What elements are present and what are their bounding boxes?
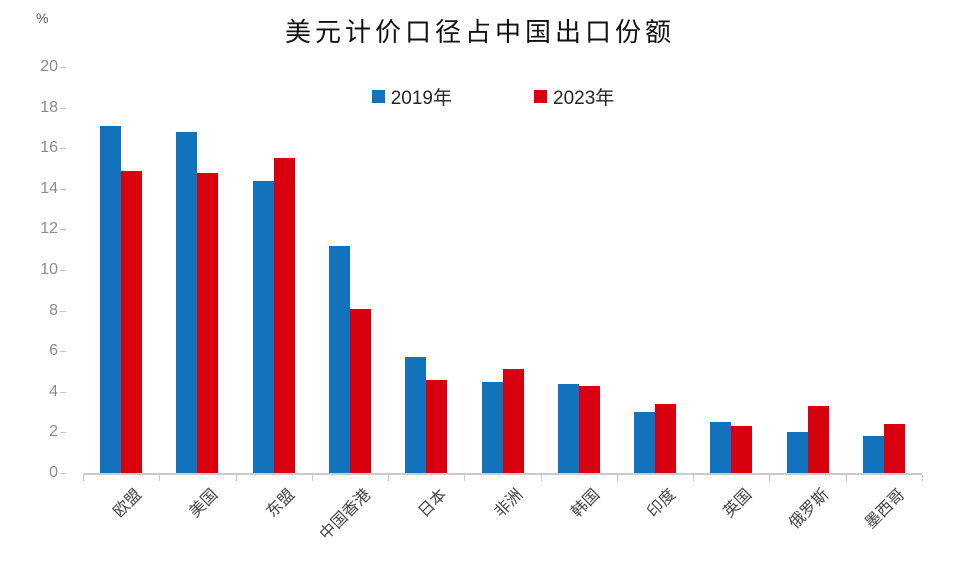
bar-series0-cat2: [252, 180, 274, 473]
bar-series1-cat9: [807, 406, 829, 473]
bar-series0-cat5: [481, 381, 503, 473]
category-label: 中国香港: [316, 486, 375, 544]
y-tick-label: 14: [40, 179, 58, 197]
y-tick-mark: [60, 188, 66, 190]
category-label: 美国: [187, 486, 222, 521]
category-label: 墨西哥: [862, 486, 909, 533]
bar-series1-cat0: [121, 170, 143, 473]
y-tick-label: 2: [49, 423, 58, 441]
x-tick-mark: [922, 475, 923, 481]
category-label: 日本: [415, 486, 451, 521]
bar-series0-cat9: [786, 432, 808, 473]
y-tick-mark: [60, 473, 66, 474]
bar-series1-cat1: [197, 172, 219, 473]
bar-series0-cat1: [176, 131, 198, 473]
y-tick-label: 12: [40, 220, 58, 238]
x-tick-mark: [464, 475, 466, 481]
x-tick-mark: [616, 475, 618, 481]
x-tick-mark: [693, 475, 695, 481]
category-label: 印度: [644, 486, 680, 521]
bar-series1-cat2: [273, 158, 295, 473]
bar-series0-cat3: [328, 245, 350, 473]
x-tick-mark: [159, 475, 161, 481]
bar-series1-cat4: [426, 379, 448, 473]
legend-swatch-icon: [534, 90, 547, 103]
bar-series1-cat8: [731, 426, 753, 473]
x-tick-mark: [388, 475, 390, 481]
y-tick-label: 18: [40, 98, 58, 116]
y-tick-label: 10: [40, 261, 58, 278]
chart-title: 美元计价口径占中国出口份额: [284, 18, 675, 47]
category-label: 东盟: [263, 486, 298, 521]
legend-swatch-icon: [371, 90, 385, 103]
category-label: 韩国: [568, 486, 604, 521]
x-tick-mark: [769, 475, 771, 481]
category-label: 俄罗斯: [785, 486, 832, 533]
y-tick-mark: [60, 270, 66, 271]
legend-item-0: 2019年: [371, 83, 452, 110]
bar-series0-cat10: [862, 436, 884, 473]
x-tick-mark: [235, 475, 237, 481]
category-label: 欧盟: [110, 486, 146, 521]
legend-item-1: 2023年: [534, 83, 614, 110]
bar-series1-cat3: [349, 308, 371, 473]
bar-series0-cat8: [710, 422, 732, 473]
x-tick-mark: [845, 475, 847, 481]
bar-series1-cat5: [502, 369, 524, 473]
y-tick-mark: [60, 107, 66, 109]
y-tick-label: 8: [49, 301, 58, 319]
bar-series0-cat6: [557, 383, 579, 473]
category-label: 英国: [720, 486, 756, 521]
bar-series0-cat0: [100, 125, 122, 473]
y-tick-mark: [60, 229, 66, 231]
y-tick-mark: [60, 148, 66, 150]
x-tick-mark: [540, 475, 542, 481]
category-label: 非洲: [492, 486, 527, 521]
bar-series0-cat4: [405, 357, 427, 473]
plot-area: [83, 67, 922, 475]
y-tick-label: 16: [40, 139, 58, 157]
legend-label: 2019年: [390, 88, 452, 109]
y-tick-mark: [60, 391, 66, 393]
x-tick-mark: [311, 475, 313, 481]
y-tick-label: 0: [49, 464, 58, 481]
y-tick-mark: [60, 310, 66, 312]
x-tick-mark: [83, 475, 84, 481]
bar-series1-cat6: [578, 385, 600, 473]
y-tick-mark: [60, 432, 66, 434]
y-tick-label: 6: [49, 342, 58, 360]
bar-series1-cat10: [883, 424, 905, 473]
y-tick-label: 4: [49, 382, 58, 400]
legend-label: 2023年: [553, 88, 615, 109]
legend: 2019年 2023年: [0, 83, 960, 110]
bar-series1-cat7: [655, 403, 677, 473]
y-tick-mark: [60, 67, 66, 68]
y-tick-mark: [60, 351, 66, 353]
bar-series0-cat7: [634, 412, 656, 473]
y-axis-unit-label: %: [36, 10, 49, 26]
y-tick-label: 20: [40, 58, 58, 75]
